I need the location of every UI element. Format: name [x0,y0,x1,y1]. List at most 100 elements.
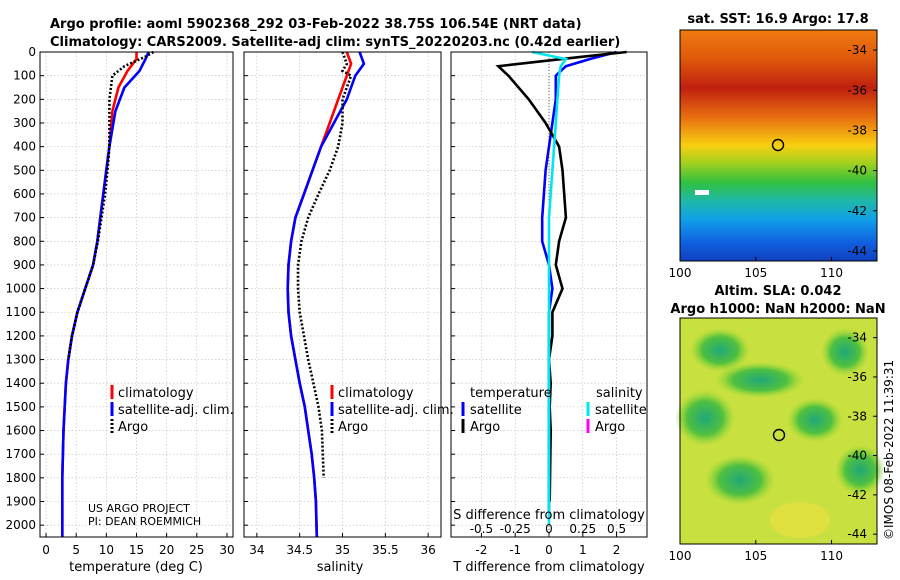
axes-frame [39,51,234,538]
depth-axis: 0 100 200 300 400 500 600 700 800 900 1000 1100 1200… [5,45,36,532]
x-tick-label: -1 [509,543,521,557]
sst-map-title: sat. SST: 16.9 Argo: 17.8 [687,12,868,27]
sla-high [770,502,830,538]
title-line-2: Climatology: CARS2009. Satellite-adj cli… [50,35,620,50]
depth-tick-label: 1500 [5,400,36,414]
sla-eddy [715,362,805,398]
x-tick-label: 10 [99,543,114,557]
legend-t-satellite: satellite [470,403,522,418]
s-difference-label: S difference from climatology [453,508,645,523]
lat-tick-label: -40 [847,449,867,463]
lon-tick-label: 100 [669,266,692,280]
lat-tick-label: -38 [847,123,867,137]
depth-tick-label: 600 [13,187,36,201]
series-temperature-satellite [540,50,617,514]
difference-legend: temperature salinity satellite Argo sate… [461,386,647,435]
temperature-xlabel: temperature (deg C) [69,560,203,575]
x-tick-label: 20 [159,543,174,557]
sst-map [679,29,878,262]
lat-tick-label: -36 [847,83,867,97]
x-tick-label: 5 [72,543,80,557]
depth-tick-label: 2000 [5,518,36,532]
argo-location-marker [772,428,786,442]
lon-tick-label: 105 [744,549,767,563]
depth-tick-label: 1200 [5,329,36,343]
x-tick-label: 36 [421,543,436,557]
lon-tick-label: 100 [669,549,692,563]
legend-temperature-title: temperature [470,386,552,401]
x-tick-label: 1 [579,543,587,557]
x-tick-label: 0 [545,543,553,557]
sla-eddy [787,398,843,442]
temperature-panel: 0 5 10 15 20 25 30 [39,50,235,557]
x-tick-label: 30 [219,543,234,557]
legend-argo: Argo [118,420,148,435]
s-tick-label: -0.5 [470,522,493,536]
x-tick-label: 2 [613,543,621,557]
depth-tick-label: 1100 [5,305,36,319]
lat-tick-label: -44 [847,244,867,258]
difference-panel: -2 -1 0 1 2 [450,50,648,557]
sla-eddy [675,390,735,446]
sla-axes: -34 -36 -38 -40 -42 -44 100 105 110 [669,331,877,563]
salinity-legend: climatology satellite-adj. clim. Argo [330,385,454,435]
depth-tick-label: 800 [13,234,36,248]
x-tick-label: 35.5 [372,543,399,557]
s-tick-label: 0 [545,522,553,536]
lat-tick-label: -34 [847,331,867,345]
series-argo [296,51,353,478]
sla-map [675,317,885,545]
depth-tick-label: 100 [13,69,36,83]
x-tick-label: 34.5 [286,543,313,557]
legend-climatology: climatology [118,386,194,401]
depth-tick-label: 1800 [5,471,36,485]
series-climatology [60,52,138,537]
depth-tick-label: 1600 [5,424,36,438]
legend-argo: Argo [338,420,368,435]
credit-project: US ARGO PROJECT [88,502,190,515]
lat-tick-label: -40 [847,164,867,178]
x-tick-label: 34 [249,543,264,557]
title-line-1: Argo profile: aoml 5902368_292 03-Feb-20… [50,17,582,32]
sla-frame [679,317,878,545]
sst-frame [679,29,878,262]
series-satellite-adj-clim- [286,51,366,538]
lat-tick-label: -42 [847,204,867,218]
salinity-panel: 34 34.5 35 35.5 36 [243,51,442,557]
legend-s-satellite: satellite [595,403,647,418]
temperature-legend: climatology satellite-adj. clim. Argo [110,385,234,435]
legend-salinity-title: salinity [596,386,643,401]
x-tick-label: 35 [335,543,350,557]
lat-tick-label: -42 [847,488,867,502]
series-argo [67,50,155,360]
axes-frame [243,51,442,538]
sla-eddy [705,455,775,505]
x-tick-label: 0 [42,543,50,557]
sla-eddy [821,328,869,376]
lat-tick-label: -34 [847,43,867,57]
x-tick-label: 15 [129,543,144,557]
x-tick-label: 25 [189,543,204,557]
sla-eddy [835,445,885,495]
lon-tick-label: 105 [744,266,767,280]
salinity-xlabel: salinity [317,560,364,575]
lon-tick-label: 110 [820,266,843,280]
sla-map-title: Altim. SLA: 0.042 [715,284,842,299]
legend-s-argo: Argo [595,420,625,435]
sla-map-subtitle: Argo h1000: NaN h2000: NaN [670,302,885,317]
lon-tick-label: 110 [820,549,843,563]
s-difference-ticks: -0.5 -0.25 0 0.25 0.5 [470,522,626,536]
depth-tick-label: 1700 [5,447,36,461]
series-salinity-satellite [531,50,569,526]
series-temperature-argo [495,50,627,502]
legend-t-argo: Argo [470,420,500,435]
s-tick-label: -0.25 [500,522,531,536]
depth-tick-label: 0 [28,45,36,59]
depth-tick-label: 400 [13,140,36,154]
depth-tick-label: 1400 [5,376,36,390]
depth-tick-label: 900 [13,258,36,272]
series-satellite-adj-clim- [60,51,150,537]
depth-tick-label: 1900 [5,495,36,509]
land-mask [695,190,709,195]
